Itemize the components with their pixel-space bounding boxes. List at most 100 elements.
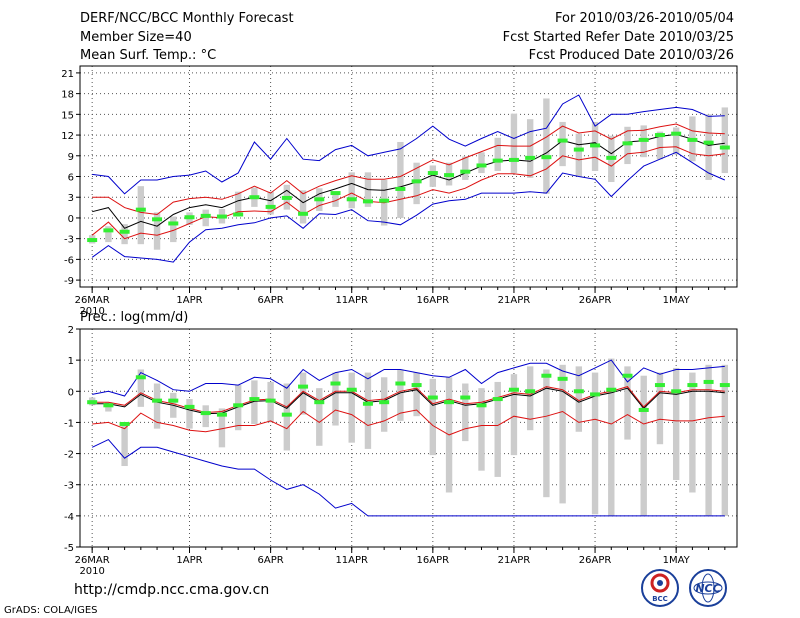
forecast-started-label: Fcst Started Refer Date 2010/03/25 xyxy=(502,30,734,45)
median-marker xyxy=(298,211,309,216)
ensemble-box xyxy=(689,372,696,493)
ensemble-mean-line xyxy=(92,387,725,415)
min-line xyxy=(91,438,725,517)
ensemble-box xyxy=(624,126,631,165)
median-marker xyxy=(119,229,130,234)
median-marker xyxy=(314,400,325,405)
ensemble-box xyxy=(705,114,712,180)
ensemble-box xyxy=(462,156,469,180)
y-tick-label: -3 xyxy=(64,235,74,246)
std-upper-line xyxy=(92,123,725,216)
median-marker xyxy=(638,407,649,412)
ensemble-box xyxy=(575,133,583,177)
ensemble-box xyxy=(510,374,518,456)
bcc-logo-text: BCC xyxy=(652,595,668,603)
median-marker xyxy=(460,395,471,400)
x-tick-label: 1APR xyxy=(176,555,202,566)
ensemble-box xyxy=(591,372,599,515)
y-tick-label: 12 xyxy=(61,131,74,142)
plot-frame xyxy=(79,328,738,548)
median-marker xyxy=(314,197,325,202)
x-tick-label: 16APR xyxy=(417,295,450,306)
median-marker xyxy=(135,207,146,212)
ensemble-box xyxy=(721,107,729,174)
x-tick-label: 1MAY xyxy=(663,295,691,306)
median-marker xyxy=(557,138,568,143)
x-tick-label: 1APR xyxy=(176,295,202,306)
median-marker xyxy=(216,412,227,417)
median-marker xyxy=(411,179,422,184)
std-lower-line xyxy=(91,146,725,240)
median-marker xyxy=(233,403,244,408)
ensemble-mean-line xyxy=(92,133,725,229)
ensemble-box xyxy=(348,372,355,443)
y-tick-label: 0 xyxy=(68,387,74,398)
y-tick-label: 6 xyxy=(68,173,74,184)
median-marker xyxy=(233,212,244,217)
ensemble-box xyxy=(137,186,145,245)
ensemble-box xyxy=(234,385,242,431)
ensemble-box xyxy=(121,422,128,467)
median-marker xyxy=(492,158,503,163)
y-tick-label: -3 xyxy=(64,481,74,492)
agency-logos: BCC NCC xyxy=(641,569,727,607)
median-marker xyxy=(87,238,98,243)
min-line xyxy=(91,151,725,263)
median-marker xyxy=(152,398,163,403)
median-marker xyxy=(492,397,503,402)
ensemble-box xyxy=(170,216,177,243)
ensemble-box xyxy=(526,119,534,178)
std-upper-line xyxy=(92,386,725,414)
median-marker xyxy=(444,173,455,178)
y-tick-label: 18 xyxy=(61,90,74,101)
median-marker xyxy=(379,400,390,405)
median-marker xyxy=(152,217,163,222)
median-marker xyxy=(525,155,536,160)
y-tick-label: 21 xyxy=(61,69,74,80)
x-tick-label: 6APR xyxy=(258,295,284,306)
median-marker xyxy=(200,213,211,218)
median-marker xyxy=(590,143,601,148)
ensemble-box xyxy=(316,388,323,446)
median-marker xyxy=(590,392,601,397)
ensemble-box xyxy=(105,226,112,243)
max-line xyxy=(92,359,725,397)
ensemble-box xyxy=(121,224,128,245)
ensemble-box xyxy=(494,137,501,171)
median-marker xyxy=(281,195,292,200)
ensemble-box xyxy=(364,372,372,449)
x-year-label: 2010 xyxy=(79,566,104,577)
ensemble-box xyxy=(543,369,550,498)
ensemble-box xyxy=(202,209,209,227)
median-marker xyxy=(200,411,211,416)
ensemble-box xyxy=(299,372,307,415)
median-marker xyxy=(281,412,292,417)
ensemble-box xyxy=(705,364,712,516)
ensemble-box xyxy=(478,152,485,174)
ensemble-box xyxy=(656,372,664,445)
median-marker xyxy=(184,404,195,409)
x-tick-label: 21APR xyxy=(498,295,531,306)
ensemble-box xyxy=(397,369,404,421)
median-marker xyxy=(330,381,341,386)
precipitation-panel: -5 -4 -3 -2 -1 0 1 2 26MAR 1APR 6APR 11APR 16APR 21AP… xyxy=(64,325,738,577)
ensemble-box xyxy=(267,191,274,215)
median-marker xyxy=(557,376,568,381)
ensemble-box xyxy=(526,366,534,431)
median-marker xyxy=(103,228,114,233)
median-marker xyxy=(119,421,130,426)
median-marker xyxy=(249,195,260,200)
median-marker xyxy=(265,204,276,209)
website-url[interactable]: http://cmdp.ncc.cma.gov.cn xyxy=(74,582,270,598)
x-tick-label: 26APR xyxy=(579,295,612,306)
forecast-period-label: For 2010/03/26-2010/05/04 xyxy=(555,11,734,26)
median-marker xyxy=(460,169,471,174)
median-marker xyxy=(541,155,552,160)
median-marker xyxy=(184,215,195,220)
ensemble-box xyxy=(624,366,631,440)
median-marker xyxy=(654,383,665,388)
ensemble-box xyxy=(462,383,469,442)
median-marker xyxy=(346,387,357,392)
ensemble-box xyxy=(494,381,501,477)
